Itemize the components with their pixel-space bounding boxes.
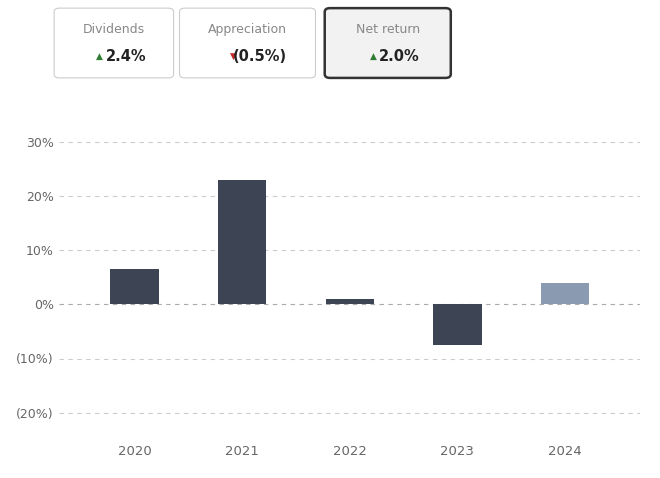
Bar xyxy=(325,299,374,304)
Text: Net return: Net return xyxy=(356,23,420,36)
Text: (0.5%): (0.5%) xyxy=(232,49,286,64)
Bar xyxy=(541,282,589,304)
Text: ▲: ▲ xyxy=(96,52,103,61)
Text: Appreciation: Appreciation xyxy=(208,23,287,36)
Bar xyxy=(218,180,267,304)
Bar xyxy=(433,304,482,345)
Text: 2.4%: 2.4% xyxy=(106,49,146,64)
Text: ▼: ▼ xyxy=(230,52,236,61)
Bar xyxy=(110,269,159,304)
Text: 2.0%: 2.0% xyxy=(379,49,420,64)
Text: Dividends: Dividends xyxy=(82,23,145,36)
Text: ▲: ▲ xyxy=(370,52,377,61)
